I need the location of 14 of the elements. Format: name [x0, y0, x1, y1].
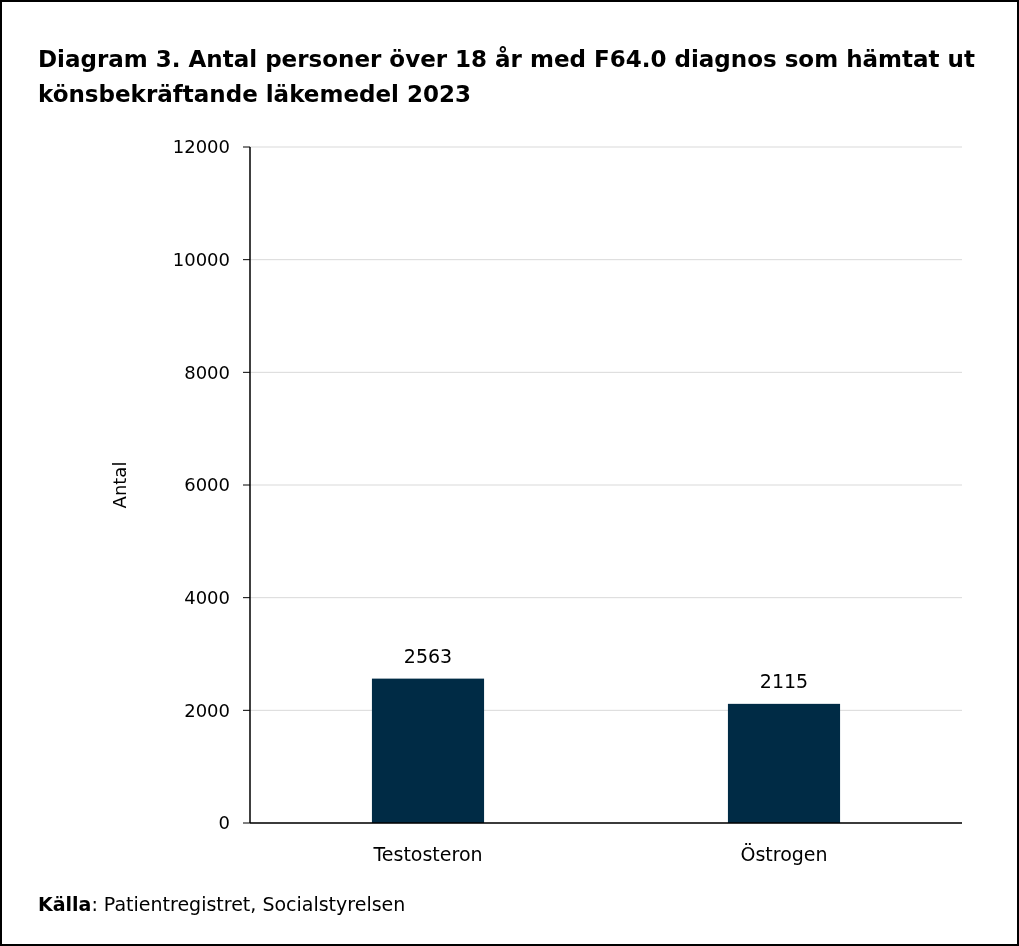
y-tick-label: 12000 — [172, 136, 230, 158]
x-tick-label: Östrogen — [740, 843, 828, 865]
data-label: 2115 — [759, 669, 809, 692]
text: Källa: Patientregistret, Socialstyrelsen — [38, 893, 406, 915]
data-label: 2563 — [403, 644, 453, 667]
y-tick-label: 2000 — [184, 699, 230, 721]
x-tick-label: Testosteron — [372, 843, 483, 865]
y-tick-label: 4000 — [184, 586, 230, 608]
y-tick-label: 10000 — [172, 248, 230, 270]
y-tick-label: 6000 — [184, 474, 230, 496]
y-tick-label: 0 — [218, 812, 230, 834]
y-tick-label: 8000 — [184, 361, 230, 383]
y-axis-title: Antal — [109, 461, 130, 509]
chart-title: Diagram 3. Antal personer över 18 år med F64.0 diagnos som hämtat ut könsbekräftande läkemedel 2023 — [38, 46, 975, 107]
